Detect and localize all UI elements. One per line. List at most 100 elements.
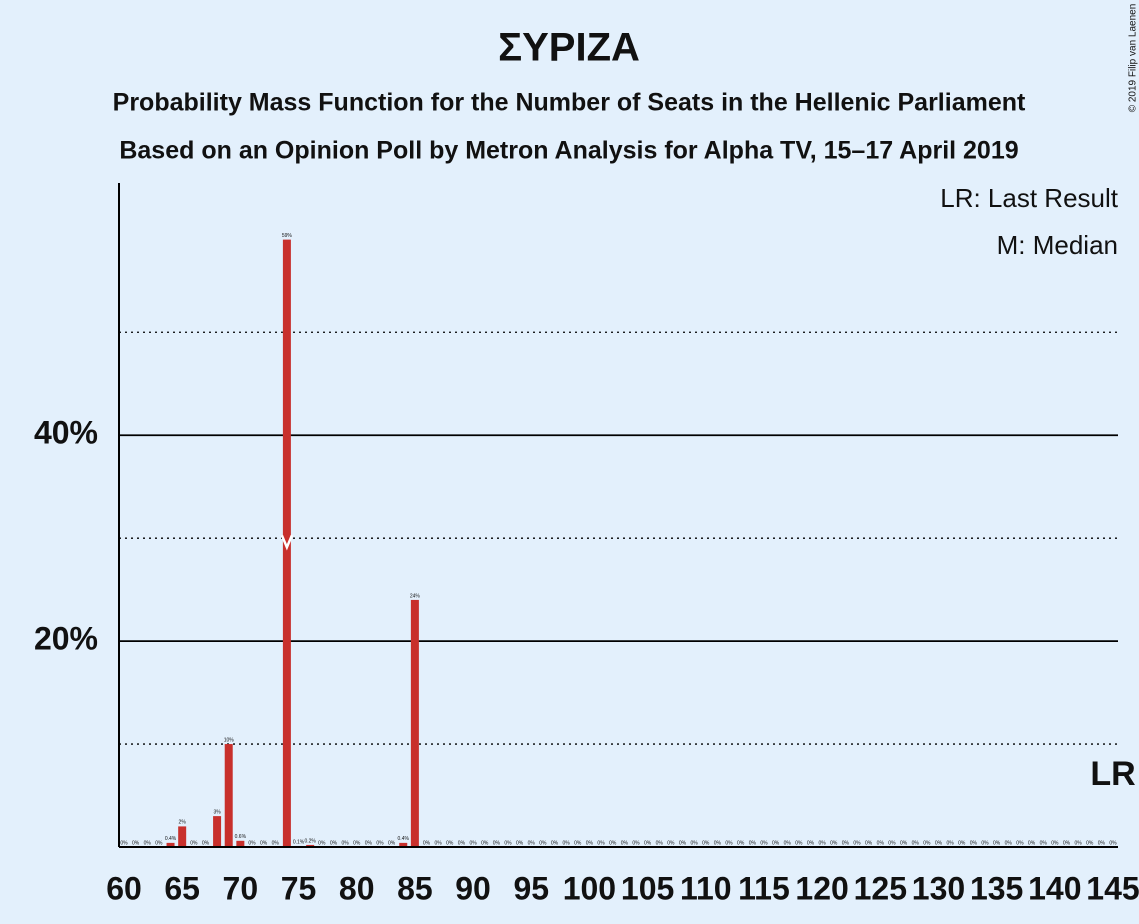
value-label: 0% — [970, 840, 978, 846]
bar — [213, 816, 222, 847]
value-label: 0% — [1040, 840, 1048, 846]
value-label: 59% — [282, 233, 293, 239]
x-tick-label: 120 — [795, 870, 848, 906]
value-label: 0% — [376, 840, 384, 846]
value-label: 0% — [1016, 840, 1024, 846]
x-tick-label: 140 — [1028, 870, 1081, 906]
value-label: 0% — [272, 840, 280, 846]
value-label: 0% — [644, 840, 652, 846]
value-label: 0% — [539, 840, 547, 846]
value-label: 0% — [144, 840, 152, 846]
chart-title: ΣΥΡΙΖΑ — [498, 26, 640, 70]
value-label: 3% — [213, 809, 221, 815]
value-label: 0% — [551, 840, 559, 846]
value-label: 0% — [760, 840, 768, 846]
value-label: 0% — [725, 840, 733, 846]
x-tick-label: 80 — [339, 870, 375, 906]
value-label: 0% — [819, 840, 827, 846]
value-label: 0% — [958, 840, 966, 846]
value-label: 0% — [865, 840, 873, 846]
value-label: 0.6% — [235, 834, 247, 840]
x-tick-label: 130 — [912, 870, 965, 906]
value-label: 0% — [946, 840, 954, 846]
x-tick-label: 60 — [106, 870, 142, 906]
value-label: 0% — [155, 840, 163, 846]
x-tick-label: 135 — [970, 870, 1023, 906]
value-label: 0% — [597, 840, 605, 846]
value-label: 0% — [528, 840, 536, 846]
x-tick-label: 75 — [281, 870, 317, 906]
value-label: 0% — [853, 840, 861, 846]
value-label: 0% — [563, 840, 571, 846]
value-label: 0% — [795, 840, 803, 846]
value-label: 0% — [493, 840, 501, 846]
value-label: 0% — [574, 840, 582, 846]
value-label: 0.2% — [304, 838, 316, 844]
value-label: 0% — [330, 840, 338, 846]
x-tick-label: 65 — [164, 870, 200, 906]
chart-subtitle: Probability Mass Function for the Number… — [113, 89, 1026, 117]
value-label: 0% — [702, 840, 710, 846]
chart-subtitle: Based on an Opinion Poll by Metron Analy… — [119, 137, 1018, 165]
value-label: 0% — [1028, 840, 1036, 846]
bar — [178, 826, 187, 847]
y-tick-label: 20% — [34, 621, 98, 657]
value-label: 0% — [807, 840, 815, 846]
value-label: 0% — [714, 840, 722, 846]
x-tick-label: 100 — [563, 870, 616, 906]
value-label: 0% — [632, 840, 640, 846]
value-label: 0% — [1109, 840, 1117, 846]
bar — [236, 840, 245, 847]
value-label: 0% — [1063, 840, 1071, 846]
value-label: 0% — [877, 840, 885, 846]
bar — [166, 842, 175, 847]
value-label: 0% — [341, 840, 349, 846]
value-label: 0% — [504, 840, 512, 846]
value-label: 0% — [202, 840, 210, 846]
value-label: 0% — [784, 840, 792, 846]
value-label: 0% — [667, 840, 675, 846]
value-label: 0% — [469, 840, 477, 846]
value-label: 0% — [737, 840, 745, 846]
value-label: 0% — [248, 840, 256, 846]
value-label: 0% — [190, 840, 198, 846]
value-label: 0% — [923, 840, 931, 846]
x-tick-label: 115 — [738, 870, 790, 906]
x-tick-label: 105 — [621, 870, 674, 906]
value-label: 0% — [621, 840, 629, 846]
value-label: 0% — [458, 840, 466, 846]
value-label: 0% — [1074, 840, 1082, 846]
value-label: 0% — [935, 840, 943, 846]
value-label: 0% — [353, 840, 361, 846]
legend-entry: LR: Last Result — [940, 183, 1119, 213]
y-tick-label: 40% — [34, 415, 98, 451]
value-label: 0% — [888, 840, 896, 846]
value-label: 0% — [1098, 840, 1106, 846]
x-tick-label: 110 — [680, 870, 732, 906]
value-label: 0.4% — [165, 836, 177, 842]
bar — [306, 844, 315, 847]
value-label: 0% — [1086, 840, 1094, 846]
x-tick-label: 95 — [513, 870, 549, 906]
value-label: 0% — [120, 840, 128, 846]
x-tick-label: 85 — [397, 870, 433, 906]
value-label: 10% — [224, 737, 235, 743]
value-label: 0% — [586, 840, 594, 846]
value-label: 0% — [679, 840, 687, 846]
value-label: 0% — [516, 840, 524, 846]
value-label: 2% — [179, 820, 187, 826]
copyright: © 2019 Filip van Laenen — [1128, 4, 1139, 113]
bar — [399, 842, 408, 847]
x-tick-label: 70 — [223, 870, 259, 906]
value-label: 0.1% — [293, 839, 305, 845]
bar — [282, 239, 291, 848]
value-label: 0% — [772, 840, 780, 846]
last-result-label: LR — [1090, 755, 1135, 793]
x-tick-label: 145 — [1086, 870, 1139, 906]
value-label: 0% — [656, 840, 664, 846]
value-label: 0% — [318, 840, 326, 846]
value-label: 0% — [749, 840, 757, 846]
value-label: 0% — [830, 840, 838, 846]
value-label: 0% — [1051, 840, 1059, 846]
